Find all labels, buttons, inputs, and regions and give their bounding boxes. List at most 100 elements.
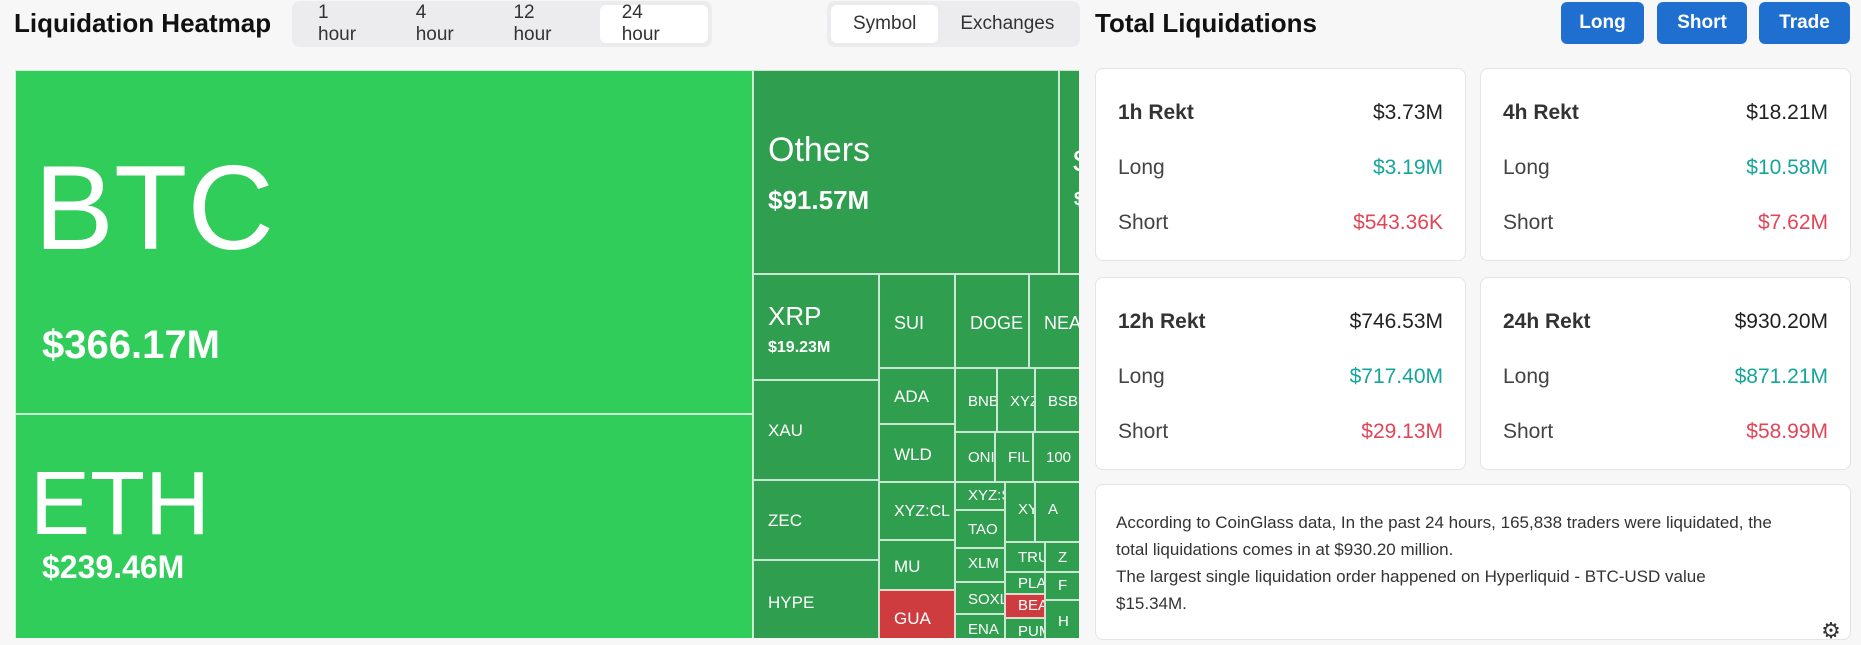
heatmap-cell-xyz-s[interactable]: XYZ:S [955,482,1005,510]
summary-line: The largest single liquidation order hap… [1116,567,1706,586]
rekt-card-24h: 24h Rekt $930.20M Long $871.21M Short $58.99M [1480,277,1851,470]
rekt-label: 4h Rekt [1503,101,1579,124]
tab-exchanges[interactable]: Exchanges [960,13,1055,34]
heatmap-cell-xlm[interactable]: XLM [955,548,1005,582]
heatmap-cell-a[interactable]: A [1035,482,1079,542]
heatmap-symbol: XYZ:S [968,487,1004,504]
heatmap-cell-h[interactable]: H [1045,600,1079,638]
rekt-row: Long $10.58M [1503,156,1828,180]
heatmap-symbol: A [1048,501,1059,518]
liquidation-summary: According to CoinGlass data, In the past… [1095,484,1851,640]
trade-button[interactable]: Trade [1759,2,1850,44]
rekt-value: $717.40M [1349,365,1443,388]
rekt-card-1h: 1h Rekt $3.73M Long $3.19M Short $543.36K [1095,68,1466,261]
short-button[interactable]: Short [1657,2,1747,44]
heatmap-cell-play[interactable]: PLAY [1005,572,1045,594]
heatmap-cell-gua[interactable]: GUA [879,590,955,638]
heatmap-cell-xyz[interactable]: XYZ [997,368,1035,432]
rekt-value: $29.13M [1361,420,1443,443]
rekt-label: Short [1118,211,1169,234]
rekt-row: Short $7.62M [1503,211,1828,235]
heatmap-cell-xau[interactable]: XAU [753,380,879,480]
heatmap-cell-bnb[interactable]: BNB [955,368,997,432]
heatmap-cell-xrp[interactable]: XRP $19.23M [753,274,879,380]
heatmap-symbol: Z [1058,549,1068,566]
heatmap-cell-near[interactable]: NEAR [1029,274,1079,368]
long-button[interactable]: Long [1561,2,1644,44]
heatmap-cell-soxl[interactable]: SOXL [955,582,1005,614]
rekt-row: Long $717.40M [1118,365,1443,389]
heatmap-symbol: XY [1018,501,1034,518]
heatmap-cell-xy[interactable]: XY [1005,482,1035,542]
heatmap-cell-tru[interactable]: TRU [1005,542,1045,572]
summary-line: $15.34M. [1116,594,1187,613]
rekt-row: 4h Rekt $18.21M [1503,101,1828,125]
heatmap-title: Liquidation Heatmap [14,8,272,38]
heatmap-cell-s[interactable]: S$ [1059,70,1079,274]
tab-4-hour[interactable]: 4 hour [415,2,454,45]
heatmap-cell-ada[interactable]: ADA [879,368,955,424]
heatmap-cell-z[interactable]: Z [1045,542,1079,572]
heatmap-symbol: DOGE [970,313,1024,333]
heatmap-symbol: BEA [1018,597,1044,614]
heatmap-cell-eth[interactable]: ETH $239.46M [15,414,753,638]
heatmap-symbol: HYPE [768,593,815,612]
heatmap-symbol: BTC [34,141,274,275]
heatmap-cell-pum[interactable]: PUM [1005,618,1045,638]
rekt-label: 24h Rekt [1503,310,1591,333]
heatmap-symbol: PUM [1018,623,1044,638]
heatmap-cell-oni[interactable]: ONI [955,432,995,482]
rekt-label: Long [1118,365,1165,388]
heatmap-cell-btc[interactable]: BTC $366.17M [15,70,753,414]
heatmap-cell-mu[interactable]: MU [879,540,955,590]
heatmap-symbol: BNB [968,393,997,410]
heatmap-cell-f[interactable]: F [1045,572,1079,600]
rekt-card-4h: 4h Rekt $18.21M Long $10.58M Short $7.62M [1480,68,1851,261]
heatmap-cell-ena[interactable]: ENA [955,614,1005,638]
rekt-row: 1h Rekt $3.73M [1118,101,1443,125]
rekt-label: 1h Rekt [1118,101,1194,124]
rekt-value: $18.21M [1746,101,1828,124]
heatmap-cell-others[interactable]: Others $91.57M [753,70,1059,274]
time-range-tabs: 1 hour 4 hour 12 hour 24 hour [292,1,712,47]
heatmap-cell-fil[interactable]: FIL [995,432,1033,482]
tab-12-hour[interactable]: 12 hour [513,2,552,45]
rekt-row: Short $543.36K [1118,211,1443,235]
rekt-row: Short $58.99M [1503,420,1828,444]
rekt-label: Long [1503,156,1550,179]
heatmap-cell-wld[interactable]: WLD [879,424,955,482]
heatmap-symbol: XAU [768,421,803,440]
heatmap-cell-bea[interactable]: BEA [1005,594,1045,618]
heatmap-symbol: BSB [1048,393,1079,410]
heatmap-symbol: H [1058,613,1069,630]
heatmap-cell-sui[interactable]: SUI [879,274,955,368]
rekt-label: Short [1118,420,1169,443]
heatmap-cell-zec[interactable]: ZEC [753,480,879,560]
heatmap-value: $366.17M [42,323,220,367]
heatmap-symbol: NEAR [1044,313,1079,333]
rekt-row: Short $29.13M [1118,420,1443,444]
rekt-value: $746.53M [1349,310,1443,333]
gear-icon[interactable]: ⚙ [1821,618,1841,643]
rekt-value: $3.19M [1372,156,1443,179]
heatmap-symbol: MU [894,557,921,576]
summary-line: total liquidations comes in at $930.20 m… [1116,540,1454,559]
tab-24-hour[interactable]: 24 hour [599,2,708,45]
heatmap-cell-tao[interactable]: TAO [955,510,1005,548]
heatmap-cell-doge[interactable]: DOGE [955,274,1029,368]
rekt-label: Long [1118,156,1165,179]
rekt-row: Long $871.21M [1503,365,1828,389]
rekt-value: $543.36K [1353,211,1443,234]
heatmap-cell-hype[interactable]: HYPE [753,560,879,638]
summary-line: According to CoinGlass data, In the past… [1116,513,1772,532]
tab-1-hour[interactable]: 1 hour [318,2,357,45]
heatmap-symbol: XYZ [1010,393,1034,410]
heatmap-symbol: WLD [894,445,932,464]
heatmap-cell-bsb[interactable]: BSB [1035,368,1079,432]
rekt-value: $58.99M [1746,420,1828,443]
heatmap-symbol: S [1072,145,1079,179]
heatmap-symbol: ETH [30,454,210,554]
heatmap-cell-xyz-cl[interactable]: XYZ:CL [879,482,955,540]
tab-symbol[interactable]: Symbol [831,5,939,43]
heatmap-cell-100[interactable]: 100 [1033,432,1079,482]
